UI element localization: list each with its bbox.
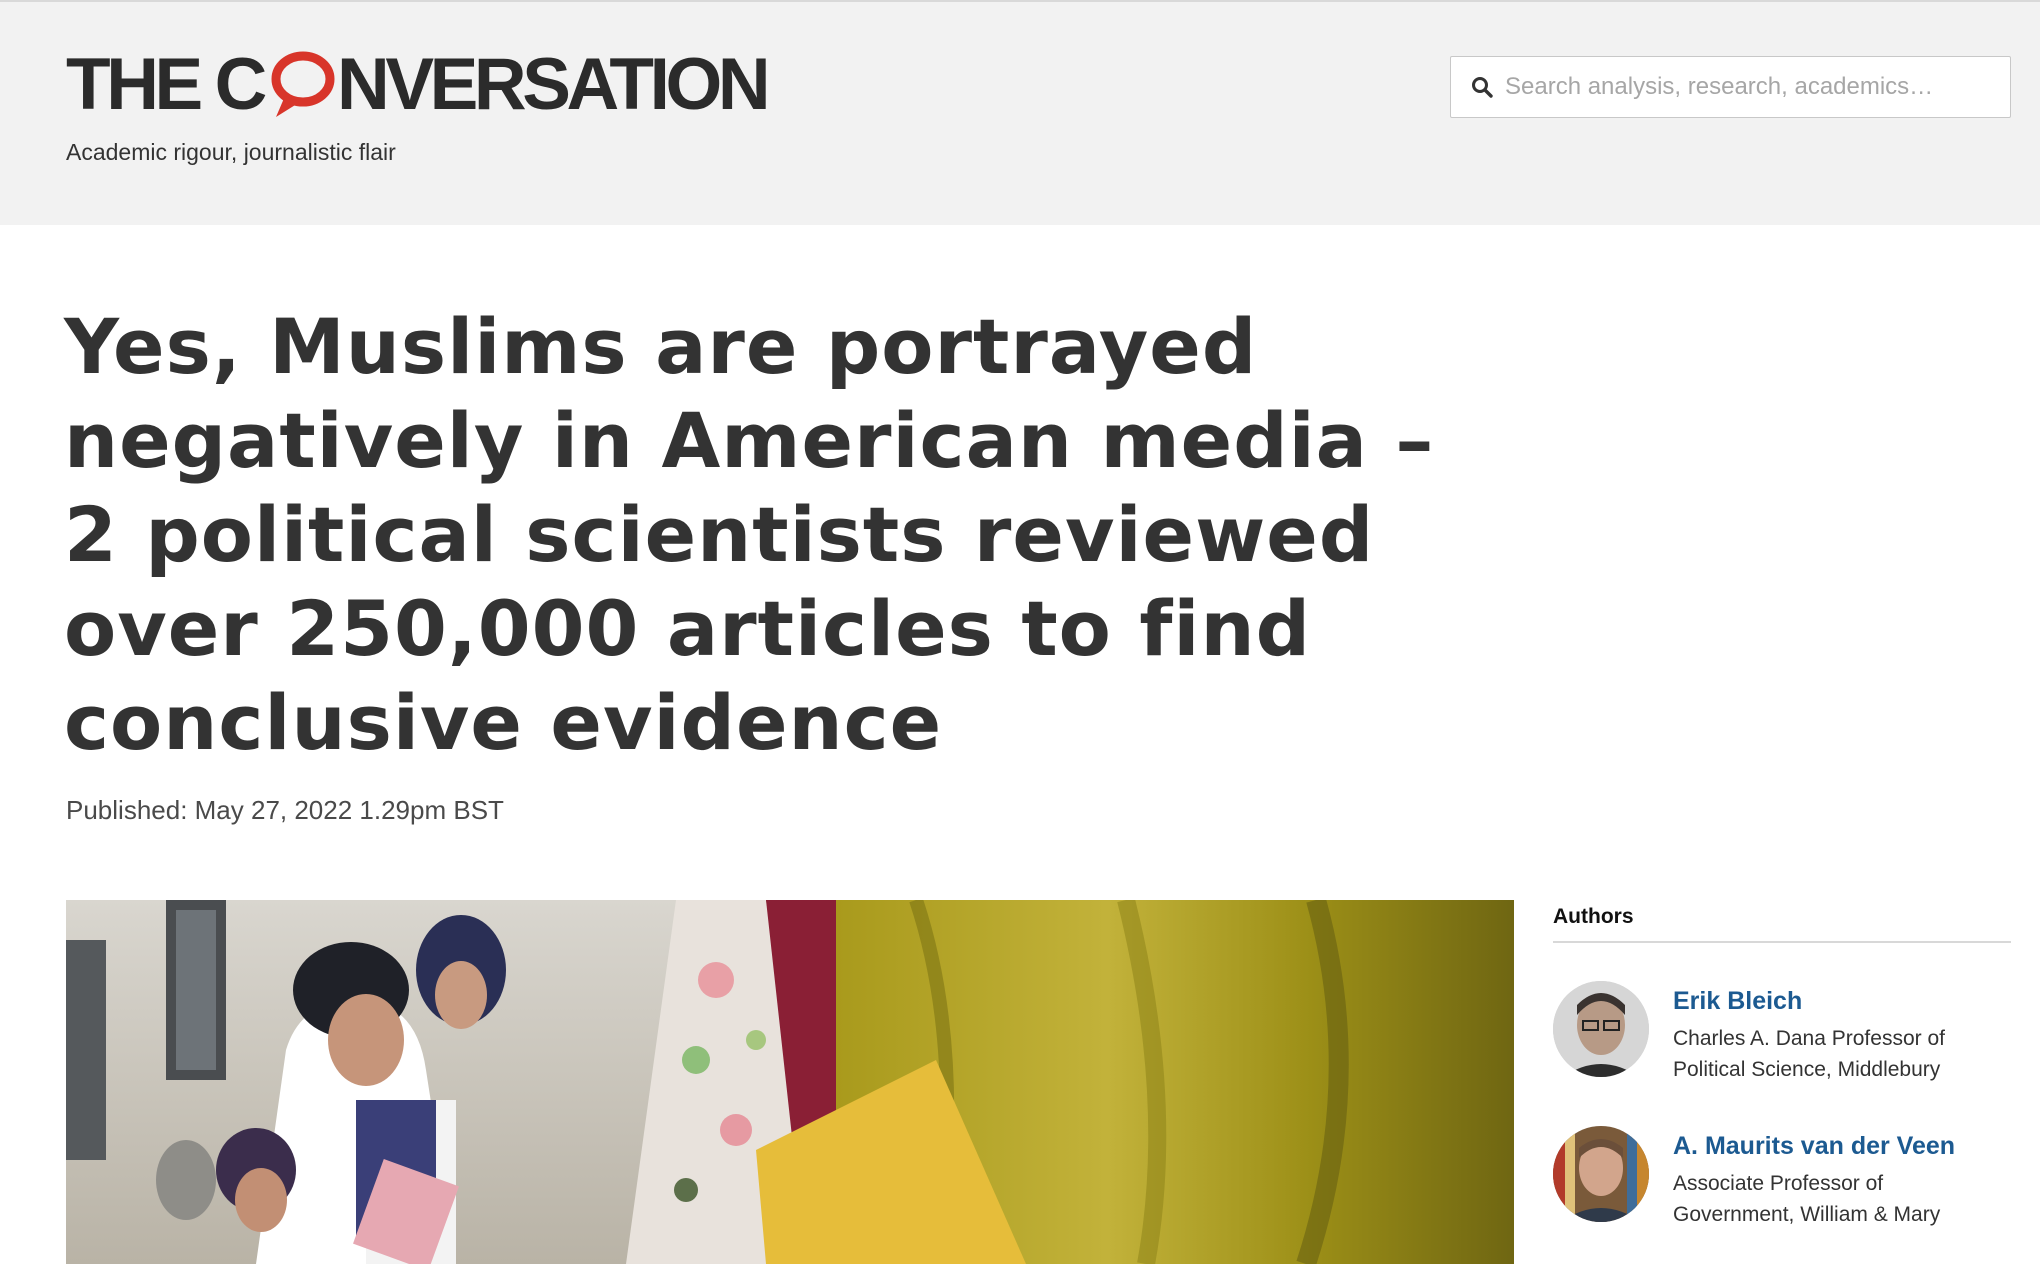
search-input[interactable] (1505, 73, 1995, 101)
site-logo[interactable]: THE C NVERSATION (66, 43, 771, 125)
avatar[interactable] (1553, 1126, 1649, 1222)
speech-bubble-icon (266, 44, 338, 124)
logo-text-left: THE C (66, 43, 267, 125)
search-box[interactable] (1450, 56, 2011, 118)
authors-heading: Authors (1553, 905, 2011, 943)
author-role: Charles A. Dana Professor of Political S… (1673, 1027, 1945, 1081)
logo-text-right: NVERSATION (337, 43, 771, 125)
site-tagline: Academic rigour, journalistic flair (66, 139, 396, 165)
author-role: Associate Professor of Government, Willi… (1673, 1172, 1941, 1226)
avatar[interactable] (1553, 981, 1649, 1077)
site-header: THE C NVERSATION Academic rigour, journa… (0, 0, 2040, 225)
author-card: A. Maurits van der Veen Associate Profes… (1553, 1126, 2011, 1226)
authors-panel: Authors Erik Bleich Charles A. Dana Prof… (1553, 905, 2011, 1226)
author-name-link[interactable]: Erik Bleich (1673, 987, 1803, 1015)
hero-image[interactable] (66, 900, 1514, 1264)
author-name-link[interactable]: A. Maurits van der Veen (1673, 1132, 1956, 1160)
published-date: Published: May 27, 2022 1.29pm BST (66, 795, 504, 825)
search-icon (1472, 77, 1493, 98)
author-card: Erik Bleich Charles A. Dana Professor of… (1553, 981, 2011, 1081)
article-title: Yes, Muslims are portrayed negatively in… (64, 302, 1435, 767)
